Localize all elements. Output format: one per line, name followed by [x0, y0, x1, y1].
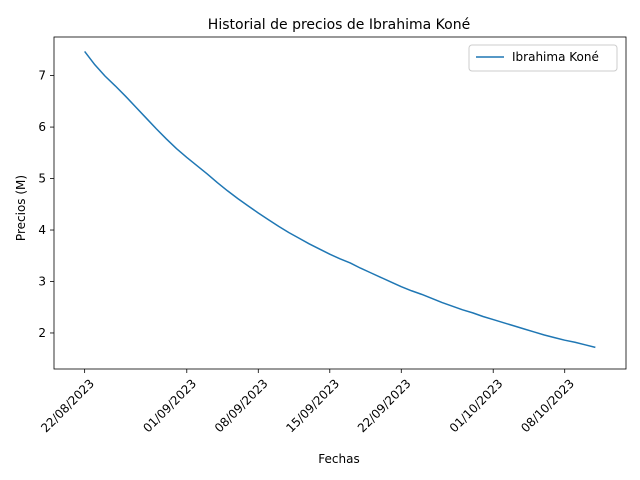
- legend: Ibrahima Koné: [468, 44, 618, 72]
- plot-frame: [53, 36, 627, 370]
- y-axis: 2 3 4 5 6 7: [38, 69, 54, 340]
- y-tick-label: 7: [38, 69, 46, 83]
- legend-label: Ibrahima Koné: [512, 50, 599, 64]
- y-tick-label: 4: [38, 223, 46, 237]
- x-axis-label: Fechas: [318, 452, 359, 466]
- y-axis-label: Precios (M): [14, 175, 28, 241]
- chart-title: Historial de precios de Ibrahima Koné: [208, 17, 470, 33]
- y-tick-label: 3: [38, 274, 46, 288]
- plot-area: [53, 36, 627, 370]
- y-tick-label: 5: [38, 172, 46, 186]
- y-tick-label: 6: [38, 120, 46, 134]
- legend-box: [468, 44, 618, 72]
- y-tick-label: 2: [38, 326, 46, 340]
- series-line-ibrahima-kone: [84, 50, 596, 349]
